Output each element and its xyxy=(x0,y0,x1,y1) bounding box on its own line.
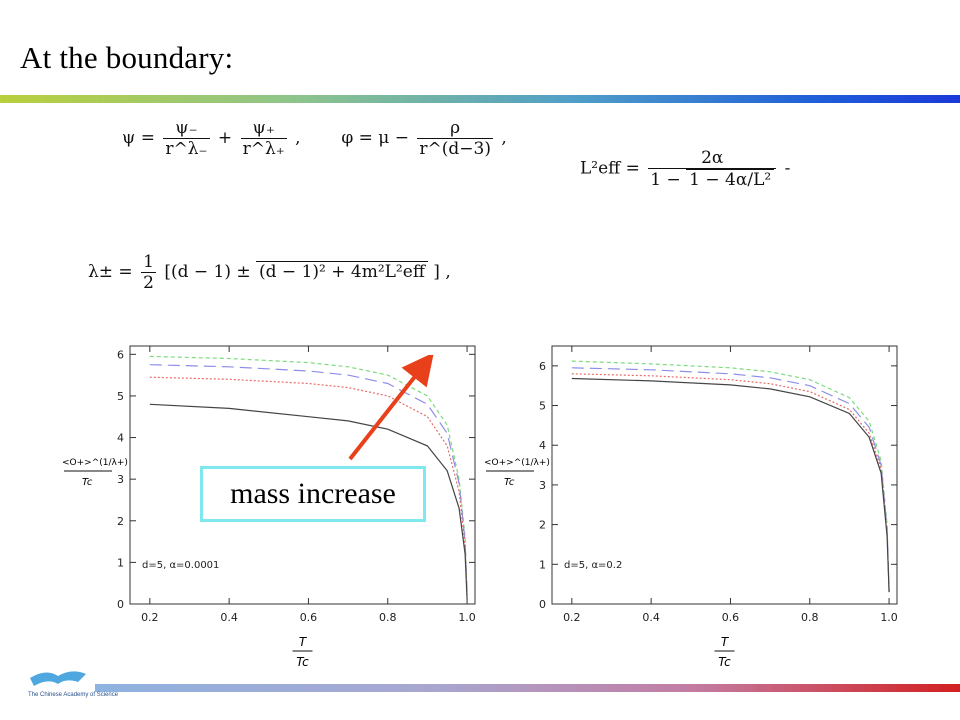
y-tick-label: 1 xyxy=(539,558,546,571)
slide-title: At the boundary: xyxy=(20,40,234,75)
series-line-1 xyxy=(149,364,468,596)
eq1-r-lm: r^λ₋ xyxy=(165,139,208,159)
eq3-half-den: 2 xyxy=(143,273,154,293)
y-tick-label: 4 xyxy=(117,432,124,445)
y-tick-label: 6 xyxy=(117,348,124,361)
x-tick-label: 1.0 xyxy=(458,611,476,624)
eq3-half: 1 2 xyxy=(141,252,156,293)
top-gradient-bar xyxy=(0,95,960,103)
series-line-3 xyxy=(149,403,468,600)
eq3-half-num: 1 xyxy=(141,252,156,273)
eq2-den-pre: 1 − xyxy=(650,170,681,190)
x-tick-label: 0.8 xyxy=(379,611,397,624)
chart-annotation: d=5, α=0.0001 xyxy=(142,560,219,571)
eq2-frac: 2α 1 − 1 − 4α/L² xyxy=(648,148,777,190)
y-tick-label: 3 xyxy=(117,473,124,486)
y-axis-label-num: <O+>^(1/λ+) xyxy=(62,458,128,468)
y-tick-label: 5 xyxy=(539,400,546,413)
chart-annotation: d=5, α=0.2 xyxy=(564,560,622,571)
eq1-frac-rho: ρ r^(d−3) xyxy=(417,118,493,159)
series-line-3 xyxy=(571,377,890,593)
eq3-body: [(d − 1) ± xyxy=(164,262,251,282)
eq1-frac-minus: ψ₋ r^λ₋ xyxy=(163,118,210,159)
chart-alpha-large: 0.2 0.4 0.6 0.8 1.0 0 1 2 3 4 5 6 d=5, α=0.2 T Tc <O+>^… xyxy=(484,345,898,668)
y-axis-label-den: Tc xyxy=(82,477,93,488)
x-tick-label: 0.4 xyxy=(642,611,660,624)
mass-increase-callout: mass increase xyxy=(200,466,426,522)
x-tick-label: 0.6 xyxy=(722,611,740,624)
y-tick-label: 4 xyxy=(539,439,546,452)
y-tick-label: 0 xyxy=(117,598,124,611)
y-tick-label: 6 xyxy=(539,360,546,373)
eq2-num: 2α xyxy=(648,148,777,169)
y-tick-label: 1 xyxy=(117,556,124,569)
eq2-den: 1 − 1 − 4α/L² xyxy=(648,169,776,190)
bottom-gradient-bar xyxy=(95,684,960,692)
series-line-1 xyxy=(571,367,890,593)
eq1-rho: ρ xyxy=(417,118,493,139)
y-tick-label: 3 xyxy=(539,479,546,492)
x-tick-label: 0.8 xyxy=(801,611,819,624)
y-tick-label: 5 xyxy=(117,390,124,403)
x-tick-label: 0.4 xyxy=(220,611,238,624)
eq3-sqrt: (d − 1)² + 4m²L²eff xyxy=(256,261,428,282)
eq1-psi-plus: ψ₊ xyxy=(240,118,287,139)
y-axis-label-den: Tc xyxy=(504,477,515,488)
x-tick-label: 0.6 xyxy=(300,611,318,624)
plot-frame xyxy=(551,345,898,605)
eq1-psi: ψ = xyxy=(122,128,155,148)
eq1-r-lp: r^λ₊ xyxy=(242,139,285,159)
x-axis-label-num: T xyxy=(299,635,308,649)
x-axis-label-num: T xyxy=(721,635,730,649)
arrow-icon xyxy=(348,355,434,461)
x-axis-label-den: Tc xyxy=(296,655,309,668)
academy-logo-text: The Chinese Academy of Science xyxy=(28,692,119,698)
x-tick-label: 0.2 xyxy=(141,611,159,624)
x-tick-label: 0.2 xyxy=(563,611,581,624)
y-tick-label: 2 xyxy=(117,515,124,528)
x-tick-label: 1.0 xyxy=(880,611,898,624)
eq1-comma: , xyxy=(295,128,301,148)
series-line-0 xyxy=(571,360,890,593)
x-axis-label-den: Tc xyxy=(718,655,731,668)
equation-psi-phi: ψ = ψ₋ r^λ₋ + ψ₊ r^λ₊ , φ = μ − ρ r^(d−3… xyxy=(122,118,507,159)
eq1-psi-minus: ψ₋ xyxy=(163,118,210,139)
eq3-close: ] , xyxy=(433,262,451,282)
eq1-comma2: , xyxy=(501,128,507,148)
eq3-lhs: λ± = xyxy=(88,262,133,282)
academy-logo-icon xyxy=(30,671,86,686)
eq2-den-sqrt: 1 − 4α/L² xyxy=(686,169,775,190)
plot-frame xyxy=(129,345,476,605)
equation-lambda: λ± = 1 2 [(d − 1) ± (d − 1)² + 4m²L²eff … xyxy=(88,252,451,293)
series-line-2 xyxy=(571,373,890,593)
series-line-2 xyxy=(149,376,468,596)
equation-leff: L²eff = 2α 1 − 1 − 4α/L² - xyxy=(580,148,790,190)
y-tick-label: 0 xyxy=(539,598,546,611)
eq1-r-d3: r^(d−3) xyxy=(419,139,491,159)
eq1-phi: φ = μ − xyxy=(341,128,409,148)
y-tick-label: 2 xyxy=(539,519,546,532)
y-axis-label-num: <O+>^(1/λ+) xyxy=(484,458,550,468)
eq1-plus: + xyxy=(217,128,233,148)
eq2-lhs: L²eff = xyxy=(580,158,640,179)
eq2-tail: - xyxy=(784,158,791,179)
eq1-frac-plus: ψ₊ r^λ₊ xyxy=(240,118,287,159)
